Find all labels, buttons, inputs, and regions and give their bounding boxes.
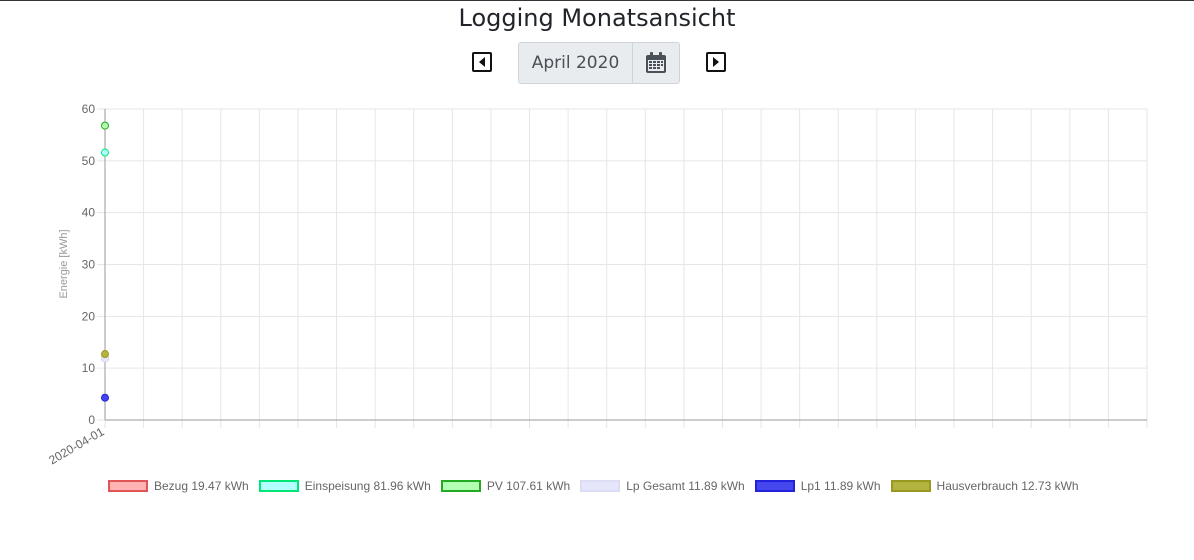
caret-right-icon xyxy=(713,57,719,67)
legend-swatch xyxy=(440,480,481,492)
top-border xyxy=(0,0,1194,1)
month-picker[interactable]: April 2020 xyxy=(518,42,680,84)
legend-label: Einspeisung 81.96 kWh xyxy=(304,479,431,493)
page-title: Logging Monatsansicht xyxy=(458,4,736,32)
data-point-hausverbrauch xyxy=(101,350,109,359)
energy-chart: 0 10 20 30 40 50 60 2020-04-01 xyxy=(46,102,1148,467)
next-month-button[interactable] xyxy=(706,52,726,72)
legend-swatch xyxy=(890,480,931,492)
legend-item-pv[interactable]: PV 107.61 kWh xyxy=(440,479,571,493)
caret-left-icon xyxy=(479,57,485,67)
data-point-lp1 xyxy=(101,393,109,402)
calendar-button[interactable] xyxy=(632,43,679,83)
y-tick-label: 40 xyxy=(82,206,96,220)
legend-label: Bezug 19.47 kWh xyxy=(154,479,249,493)
data-point-pv xyxy=(101,121,109,130)
legend-item-lp-gesamt[interactable]: Lp Gesamt 11.89 kWh xyxy=(580,479,745,493)
y-tick-label: 0 xyxy=(88,413,95,427)
previous-month-button[interactable] xyxy=(472,52,492,72)
legend-swatch xyxy=(258,480,299,492)
y-tick-label: 10 xyxy=(82,361,96,375)
y-tick-label: 60 xyxy=(82,102,96,116)
legend-label: Lp Gesamt 11.89 kWh xyxy=(626,479,745,493)
legend-swatch xyxy=(754,480,795,492)
legend-item-hausverbrauch[interactable]: Hausverbrauch 12.73 kWh xyxy=(890,479,1079,493)
y-tick-label: 30 xyxy=(82,258,96,272)
legend-swatch xyxy=(580,480,621,492)
y-tick-label: 50 xyxy=(82,154,96,168)
x-tick-label: 2020-04-01 xyxy=(46,424,106,467)
legend-item-einspeisung[interactable]: Einspeisung 81.96 kWh xyxy=(258,479,431,493)
chart-legend: Bezug 19.47 kWh Einspeisung 81.96 kWh PV 1… xyxy=(108,478,1089,494)
calendar-icon xyxy=(646,52,666,73)
legend-swatch xyxy=(108,480,148,492)
legend-label: Hausverbrauch 12.73 kWh xyxy=(936,479,1079,493)
legend-item-bezug[interactable]: Bezug 19.47 kWh xyxy=(108,479,249,493)
y-tick-label: 20 xyxy=(82,309,96,323)
month-input[interactable]: April 2020 xyxy=(531,53,620,73)
legend-item-lp1[interactable]: Lp1 11.89 kWh xyxy=(754,479,881,493)
legend-label: PV 107.61 kWh xyxy=(486,479,571,493)
data-point-einspeisung xyxy=(101,148,109,157)
legend-label: Lp1 11.89 kWh xyxy=(800,479,881,493)
